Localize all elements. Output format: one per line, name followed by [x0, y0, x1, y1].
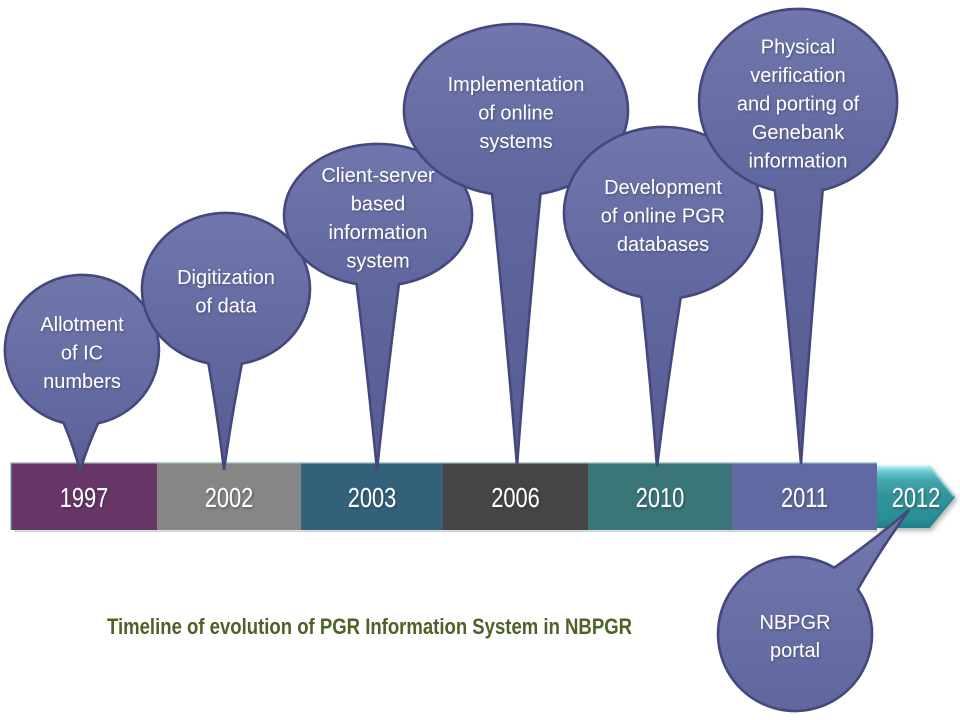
svg-text:systems: systems: [479, 131, 552, 153]
svg-text:databases: databases: [617, 234, 709, 256]
svg-text:portal: portal: [770, 640, 820, 662]
svg-text:and porting of: and porting of: [737, 94, 860, 116]
svg-text:Development: Development: [604, 177, 722, 199]
svg-text:NBPGR: NBPGR: [759, 612, 830, 634]
svg-text:Implementation: Implementation: [448, 74, 585, 96]
svg-text:Timeline of evolution of PGR I: Timeline of evolution of PGR Information…: [107, 614, 632, 639]
svg-text:of data: of data: [195, 296, 257, 318]
svg-text:Physical: Physical: [761, 37, 835, 59]
svg-text:Client-server: Client-server: [321, 165, 435, 187]
svg-text:information: information: [749, 151, 848, 173]
svg-text:2012: 2012: [892, 482, 941, 513]
svg-text:of online PGR: of online PGR: [601, 206, 726, 228]
svg-text:based: based: [351, 194, 406, 216]
svg-text:Genebank: Genebank: [752, 122, 845, 144]
svg-text:system: system: [346, 251, 409, 273]
svg-text:Digitization: Digitization: [177, 267, 275, 289]
svg-text:of online: of online: [478, 103, 554, 125]
svg-text:of IC: of IC: [61, 343, 103, 365]
svg-text:2003: 2003: [348, 482, 397, 513]
svg-text:verification: verification: [750, 65, 846, 87]
svg-text:Allotment: Allotment: [40, 314, 124, 336]
svg-text:2010: 2010: [636, 482, 685, 513]
svg-text:1997: 1997: [60, 482, 109, 513]
svg-text:information: information: [329, 222, 428, 244]
svg-text:2006: 2006: [491, 482, 540, 513]
svg-text:numbers: numbers: [43, 371, 121, 393]
svg-text:2002: 2002: [205, 482, 254, 513]
svg-text:2011: 2011: [781, 482, 828, 513]
